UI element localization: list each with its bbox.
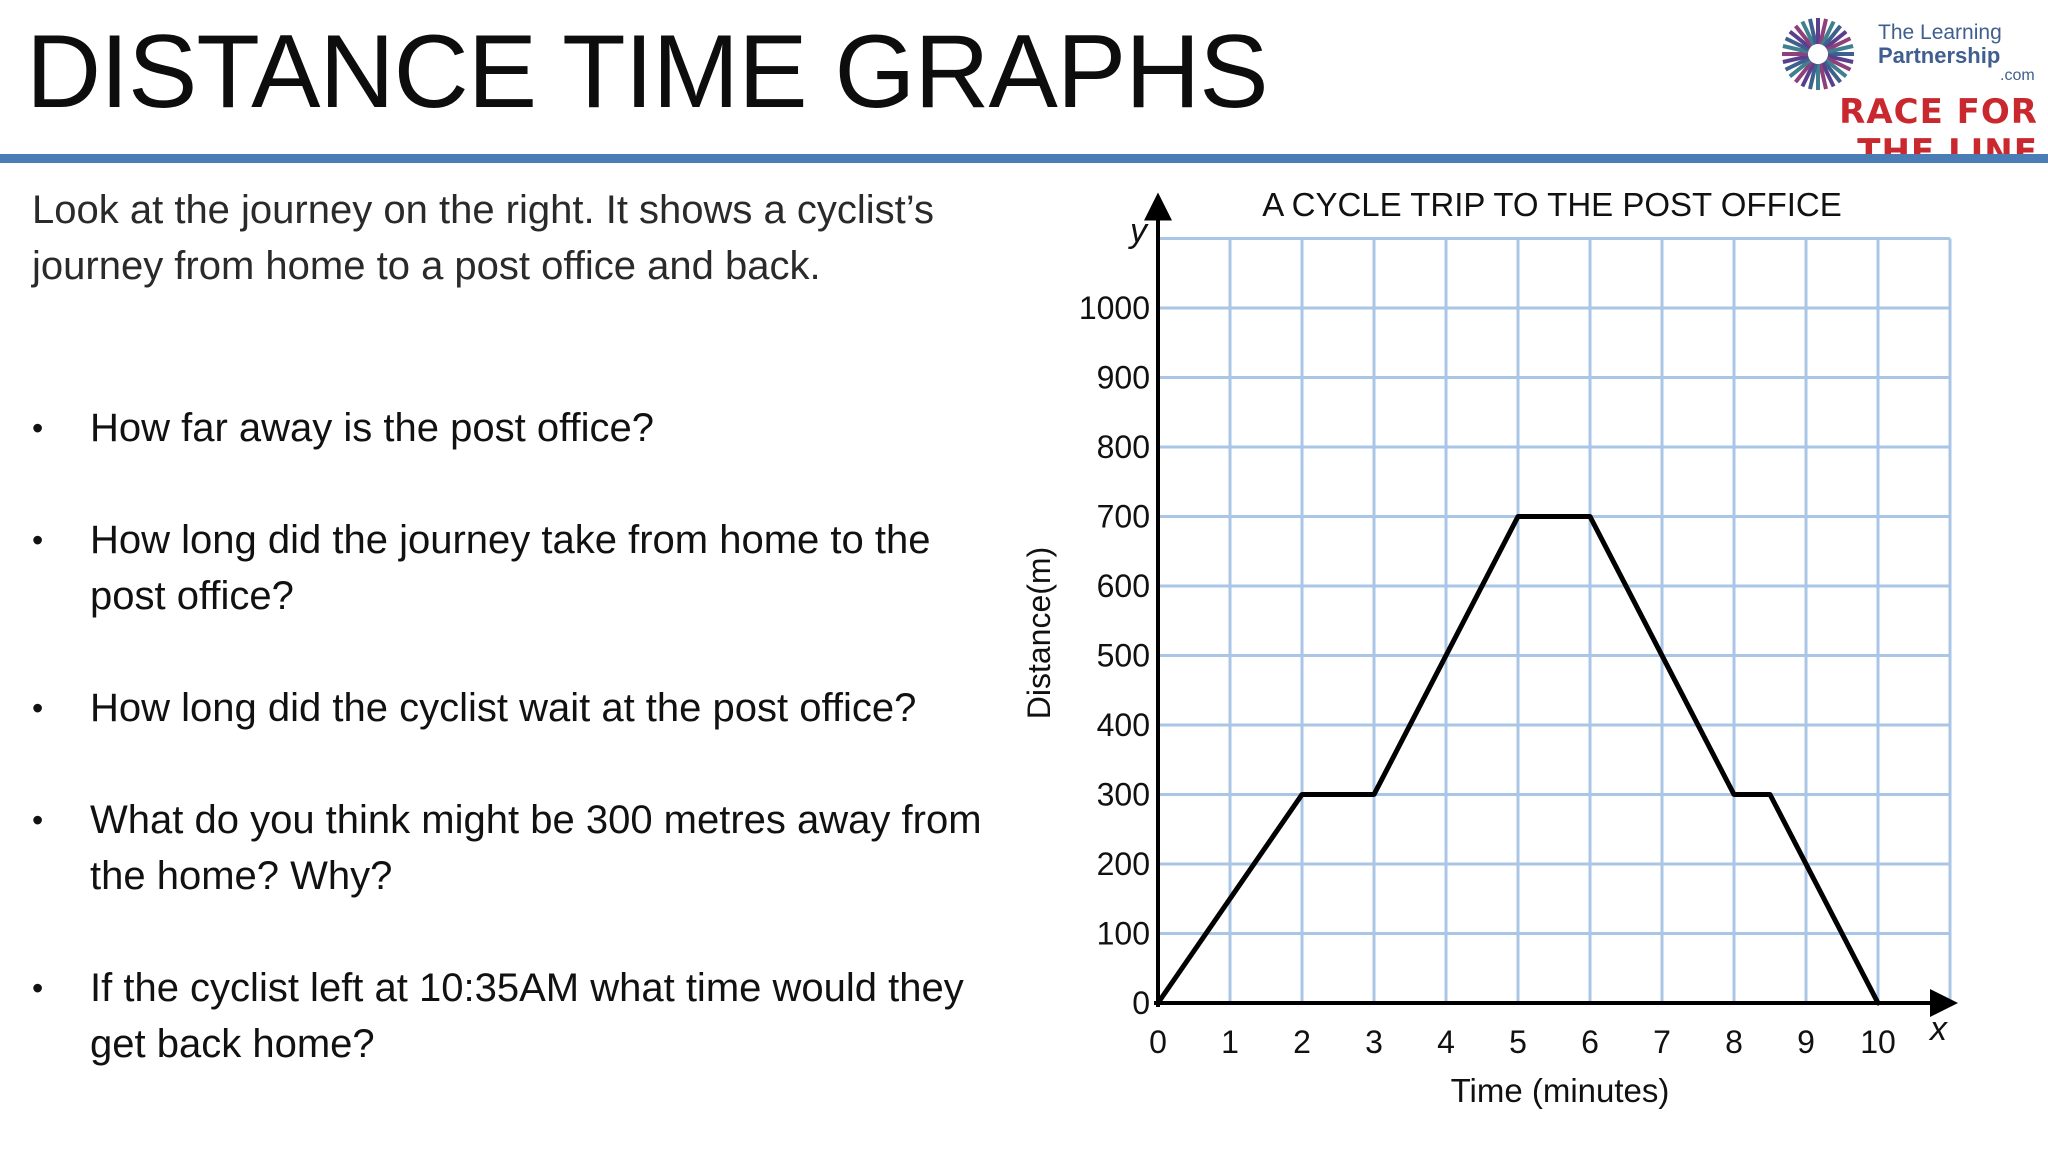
sunburst-ray (1782, 54, 1809, 64)
sunburst-ray (1826, 56, 1852, 72)
x-tick-label: 4 (1437, 1024, 1455, 1060)
sunburst-ray (1822, 60, 1843, 84)
sunburst-ray (1820, 20, 1836, 46)
sunburst-ray (1820, 62, 1836, 88)
question-item: • If the cyclist left at 10:35AM what ti… (32, 960, 992, 1072)
x-axis-arrow-icon (1930, 989, 1958, 1017)
question-text: How long did the journey take from home … (90, 518, 931, 618)
sunburst-ray (1824, 29, 1848, 50)
sunburst-ray (1788, 58, 1812, 79)
y-axis-label: Distance(m) (1021, 547, 1057, 719)
y-axis-arrow-icon (1144, 192, 1172, 221)
x-tick-label: 3 (1365, 1024, 1383, 1060)
y-tick-label: 400 (1097, 707, 1150, 743)
sunburst-ray (1793, 60, 1814, 84)
bullet-icon: • (32, 410, 44, 446)
sunburst-ray (1782, 44, 1809, 54)
x-tick-label: 2 (1293, 1024, 1311, 1060)
chart-title: A CYCLE TRIP TO THE POST OFFICE (1262, 186, 1842, 223)
question-item: • How long did the journey take from hom… (32, 512, 992, 624)
bullet-icon: • (32, 802, 44, 838)
y-tick-label: 200 (1097, 846, 1150, 882)
y-tick-label: 0 (1132, 985, 1150, 1021)
question-list: • How far away is the post office? • How… (32, 400, 992, 1072)
sunburst-ray (1827, 54, 1854, 64)
sunburst-ray (1784, 36, 1810, 52)
question-item: • How far away is the post office? (32, 400, 992, 456)
logo-line-3: .com (2000, 67, 2035, 84)
x-tick-label: 9 (1797, 1024, 1815, 1060)
y-tick-label: 900 (1097, 360, 1150, 396)
x-tick-label: 8 (1725, 1024, 1743, 1060)
y-tick-label: 600 (1097, 568, 1150, 604)
y-tick-label: 300 (1097, 777, 1150, 813)
y-tick-label: 700 (1097, 499, 1150, 535)
question-item: • How long did the cyclist wait at the p… (32, 680, 992, 736)
sunburst-logo-icon (1782, 18, 1854, 90)
question-text: How far away is the post office? (90, 406, 654, 450)
x-tick-label: 1 (1221, 1024, 1239, 1060)
x-axis-letter: x (1928, 1010, 1948, 1048)
sunburst-ray (1824, 58, 1848, 79)
x-tick-label: 0 (1149, 1024, 1167, 1060)
chart-grid (1156, 237, 1952, 1005)
y-tick-label: 500 (1097, 638, 1150, 674)
logo-line-1: The Learning (1878, 21, 2002, 44)
chart-series (1155, 514, 1881, 1006)
chart-axes (1144, 192, 1958, 1017)
question-text: If the cyclist left at 10:35AM what time… (90, 966, 964, 1066)
x-tick-label: 10 (1860, 1024, 1896, 1060)
sunburst-ray (1793, 24, 1814, 48)
question-text: How long did the cyclist wait at the pos… (90, 686, 917, 730)
logo-tagline: RACE FOR THE LINE (1839, 92, 2038, 172)
slide-title: DISTANCE TIME GRAPHS (26, 14, 1269, 130)
y-axis-letter: y (1128, 212, 1149, 250)
bullet-icon: • (32, 970, 44, 1006)
x-tick-label: 7 (1653, 1024, 1671, 1060)
x-tick-label: 6 (1581, 1024, 1599, 1060)
distance-time-chart: A CYCLE TRIP TO THE POST OFFICE 0 1 2 3 4 5 6 7… (1021, 186, 1958, 1109)
sunburst-ray (1808, 63, 1818, 90)
sunburst-ray (1818, 18, 1828, 45)
y-tick-label: 100 (1097, 916, 1150, 952)
question-item: • What do you think might be 300 metres … (32, 792, 992, 904)
y-tick-label: 800 (1097, 429, 1150, 465)
bullet-icon: • (32, 690, 44, 726)
logo-line-2: Partnership (1878, 43, 2001, 68)
sunburst-ray (1800, 62, 1816, 88)
x-axis-label: Time (minutes) (1451, 1072, 1670, 1109)
sunburst-ray (1827, 44, 1854, 54)
sunburst-ray (1784, 56, 1810, 72)
x-tick-label: 5 (1509, 1024, 1527, 1060)
journey-line (1155, 514, 1881, 1006)
sunburst-ray (1800, 20, 1816, 46)
question-text: What do you think might be 300 metres aw… (90, 798, 982, 898)
sunburst-ray (1788, 29, 1812, 50)
sunburst-ray (1826, 36, 1852, 52)
bullet-icon: • (32, 522, 44, 558)
sunburst-ray (1822, 24, 1843, 48)
header-divider (0, 154, 2048, 163)
sunburst-ray (1808, 18, 1818, 45)
y-tick-label: 1000 (1079, 290, 1150, 326)
chart-tick-labels: 0 1 2 3 4 5 6 7 8 9 100100200300400500600700800900… (1079, 290, 1896, 1060)
sunburst-ray (1818, 63, 1828, 90)
intro-text: Look at the journey on the right. It sho… (32, 188, 934, 288)
learning-partnership-logo: The Learning Partnership .com RACE FOR T… (1768, 12, 2038, 172)
